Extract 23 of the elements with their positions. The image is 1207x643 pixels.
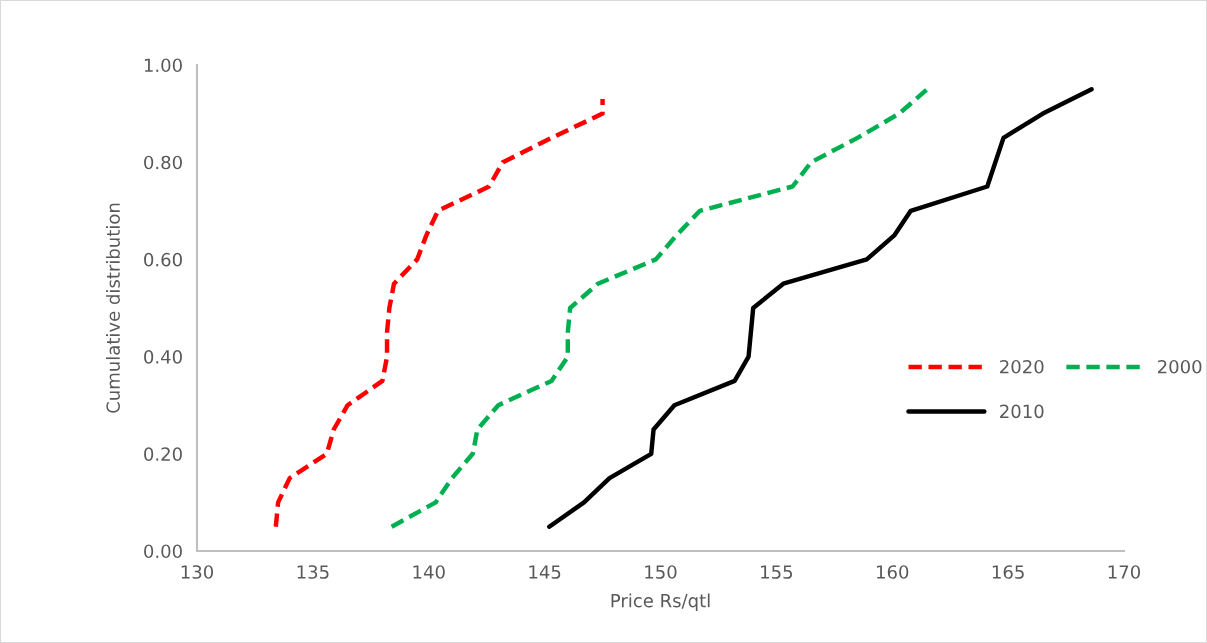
line-series [389, 87, 930, 529]
x-tick-label: 135 [297, 565, 329, 579]
x-tick-label: 130 [181, 565, 214, 579]
x-tick-label: 160 [877, 565, 909, 579]
x-tick-label: 170 [1108, 565, 1141, 579]
line-series [547, 87, 1094, 529]
x-axis-title: Price Rs/qtl [611, 593, 710, 611]
y-axis-title: Cumulative distribution [105, 203, 120, 413]
x-tick-label: 145 [529, 565, 561, 579]
x-tick-label: 150 [645, 565, 677, 579]
legend-label: 2010 [1000, 404, 1044, 419]
legend-label: 2020 [1000, 359, 1044, 374]
legend-label: 2000 [1158, 359, 1202, 374]
x-tick-label: 140 [413, 565, 445, 579]
y-tick-label: 0.40 [144, 350, 182, 364]
y-tick-label: 0.00 [144, 544, 182, 559]
y-tick-label: 0.20 [144, 447, 182, 461]
y-tick-label: 0.60 [144, 252, 182, 267]
line-series [273, 96, 605, 529]
x-tick-label: 155 [761, 565, 793, 579]
y-tick-label: 0.80 [144, 155, 182, 170]
y-tick-label: 1.00 [144, 58, 182, 73]
x-tick-label: 165 [992, 565, 1024, 579]
